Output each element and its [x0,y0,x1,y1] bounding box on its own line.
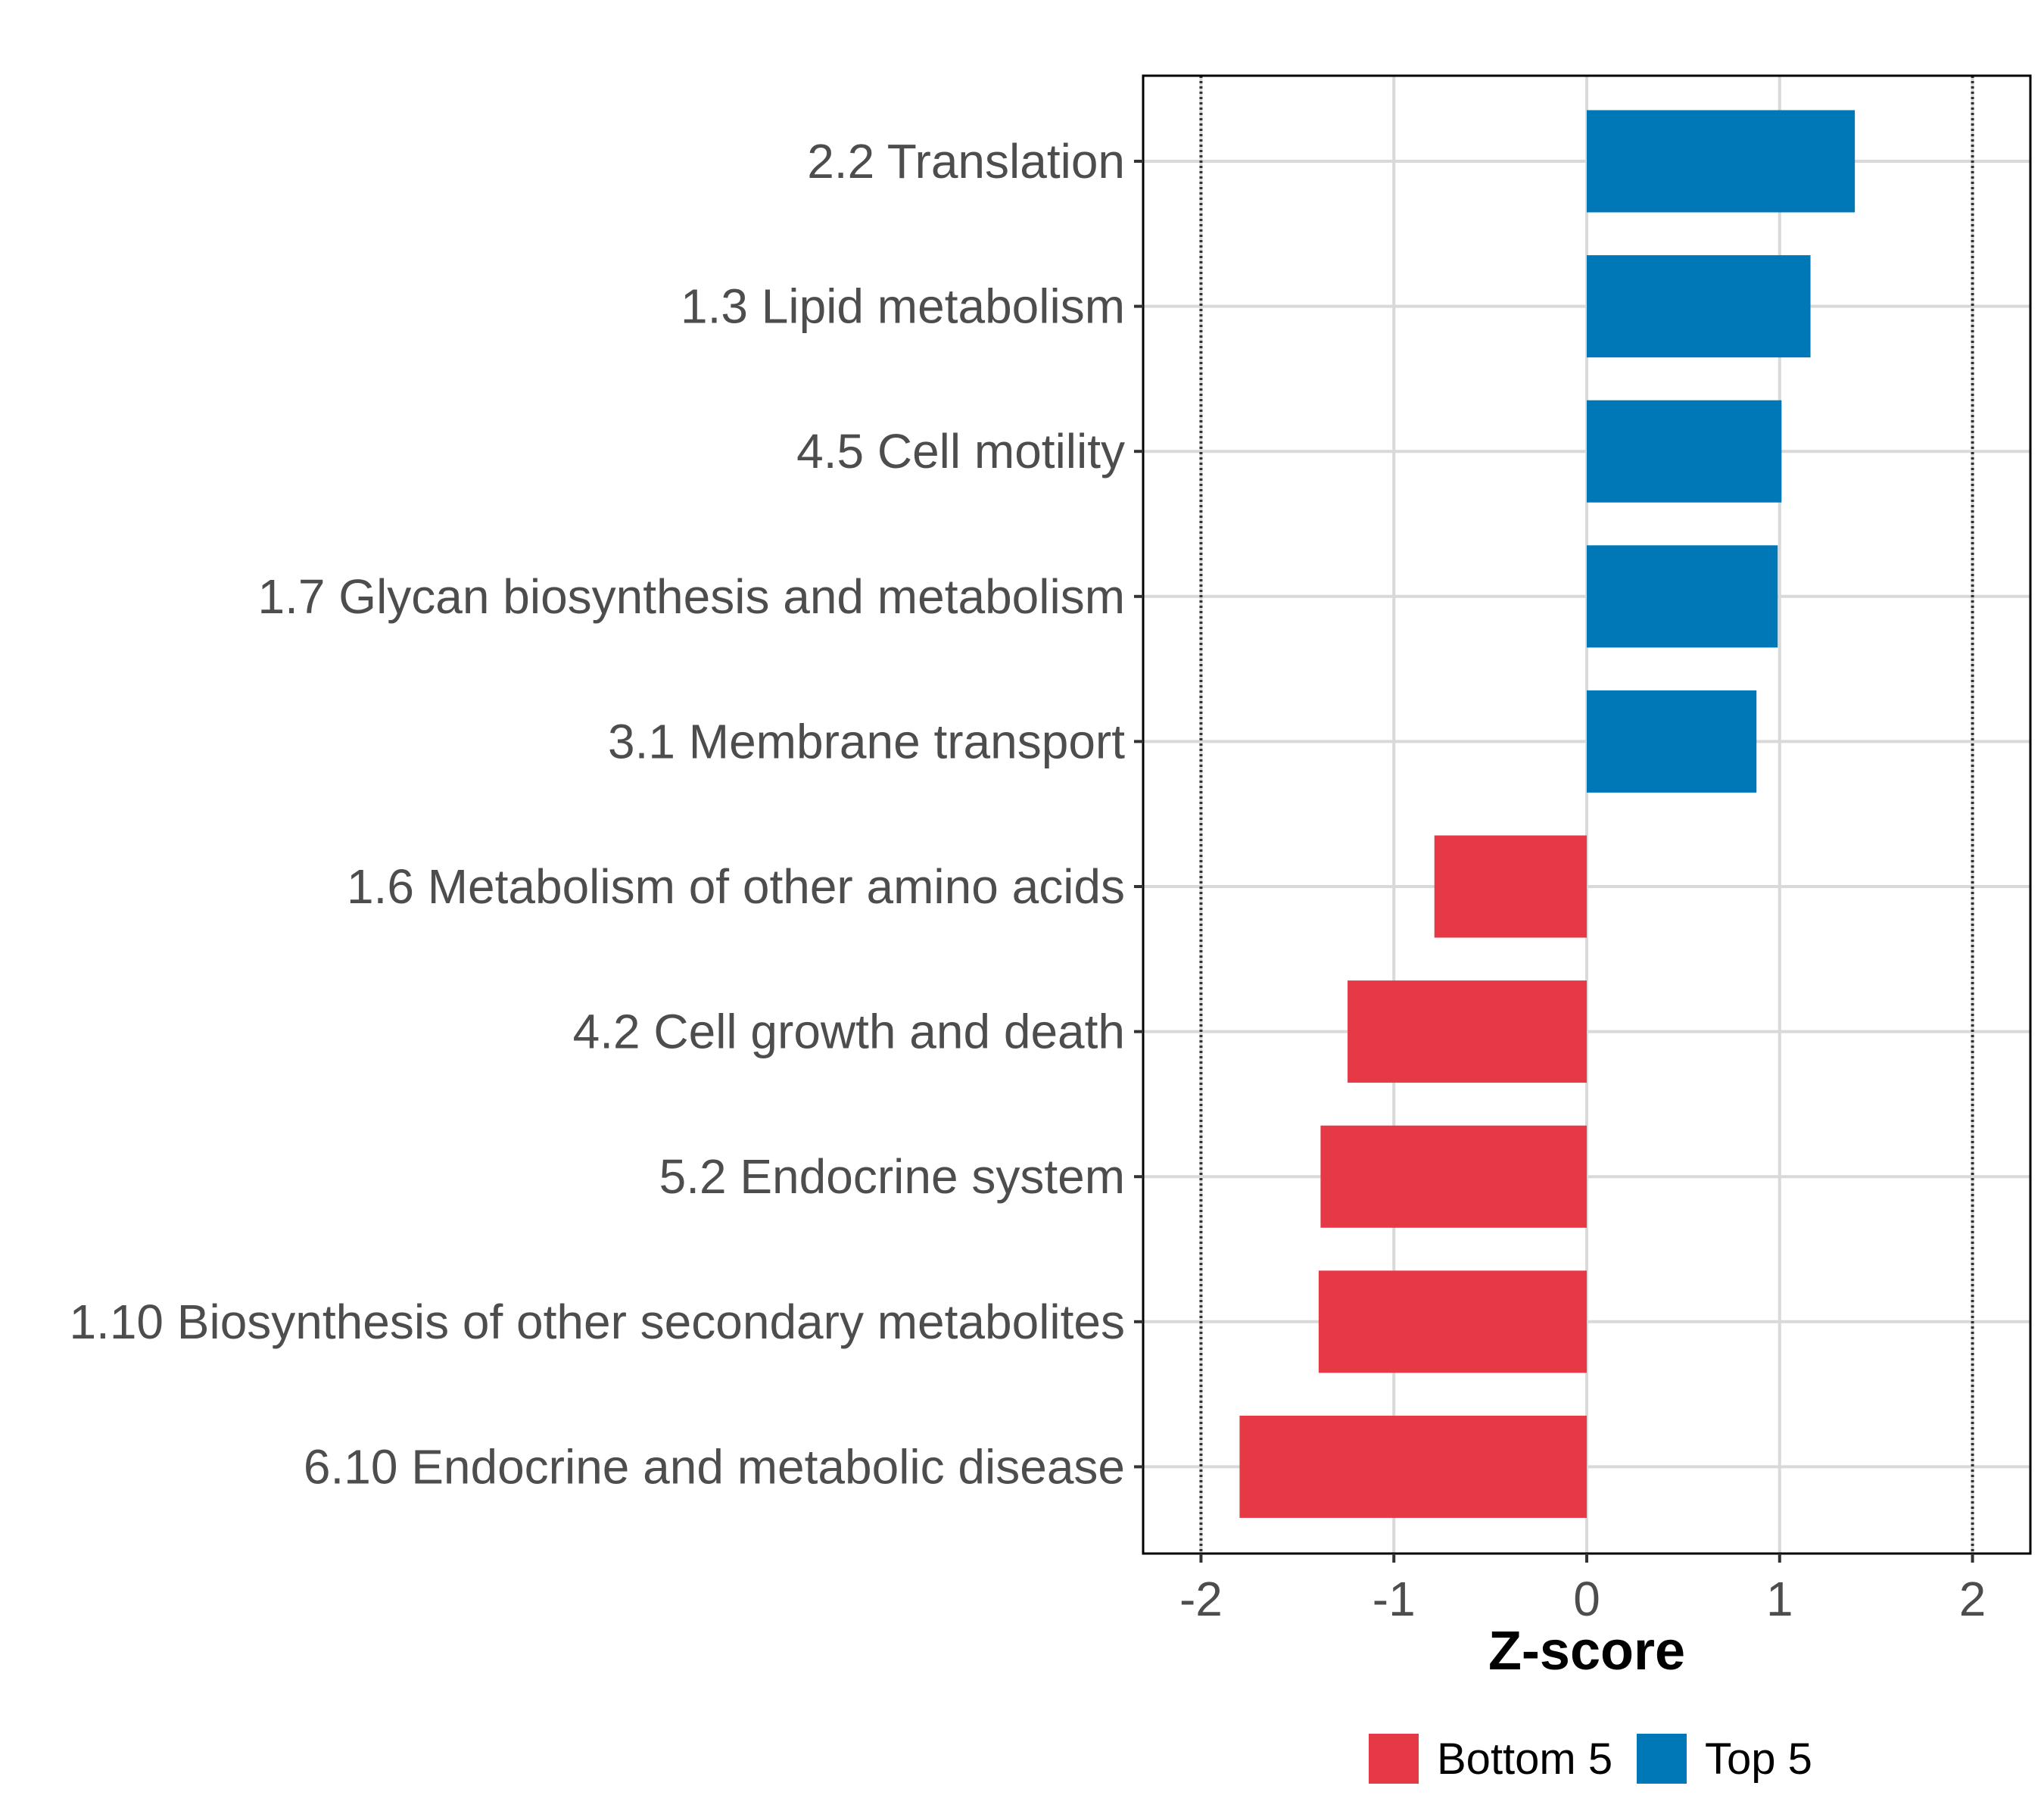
bar [1318,1270,1587,1373]
category-label: 1.3 Lipid metabolism [681,279,1125,334]
y-axis: 2.2 Translation 1.3 Lipid metabolism 4.5 C… [69,134,1143,1494]
x-tick-label: 1 [1766,1572,1793,1626]
category-label: 4.5 Cell motility [796,424,1125,478]
legend-label: Top 5 [1705,1734,1812,1784]
bar [1348,980,1587,1083]
bar [1434,835,1587,938]
category-label: 1.6 Metabolism of other amino acids [347,859,1125,914]
category-label: 1.7 Glycan biosynthesis and metabolism [258,569,1125,624]
category-label: 3.1 Membrane transport [608,714,1125,768]
bar [1587,400,1782,503]
bar [1587,255,1811,358]
legend: Bottom 5 Top 5 [1369,1734,1812,1784]
legend-swatch [1637,1734,1687,1784]
bar [1587,690,1757,793]
legend-swatch [1369,1734,1419,1784]
category-label: 1.10 Biosynthesis of other secondary met… [69,1295,1125,1349]
bar [1239,1415,1587,1518]
bars [1239,110,1855,1518]
x-tick-label: 2 [1959,1572,1986,1626]
x-axis: -2 -1 0 1 2 [1179,1554,1986,1626]
x-tick-label: 0 [1573,1572,1600,1626]
category-label: 5.2 Endocrine system [659,1149,1125,1204]
bar [1587,110,1855,213]
bar [1320,1125,1587,1228]
reference-lines [1199,76,1974,1554]
category-label: 2.2 Translation [807,134,1125,189]
category-label: 4.2 Cell growth and death [573,1005,1125,1059]
x-tick-label: -2 [1179,1572,1223,1626]
category-label: 6.10 Endocrine and metabolic disease [304,1439,1125,1494]
bar [1587,545,1778,648]
x-axis-title: Z-score [1488,1621,1685,1681]
legend-label: Bottom 5 [1437,1734,1612,1784]
x-tick-label: -1 [1373,1572,1416,1626]
